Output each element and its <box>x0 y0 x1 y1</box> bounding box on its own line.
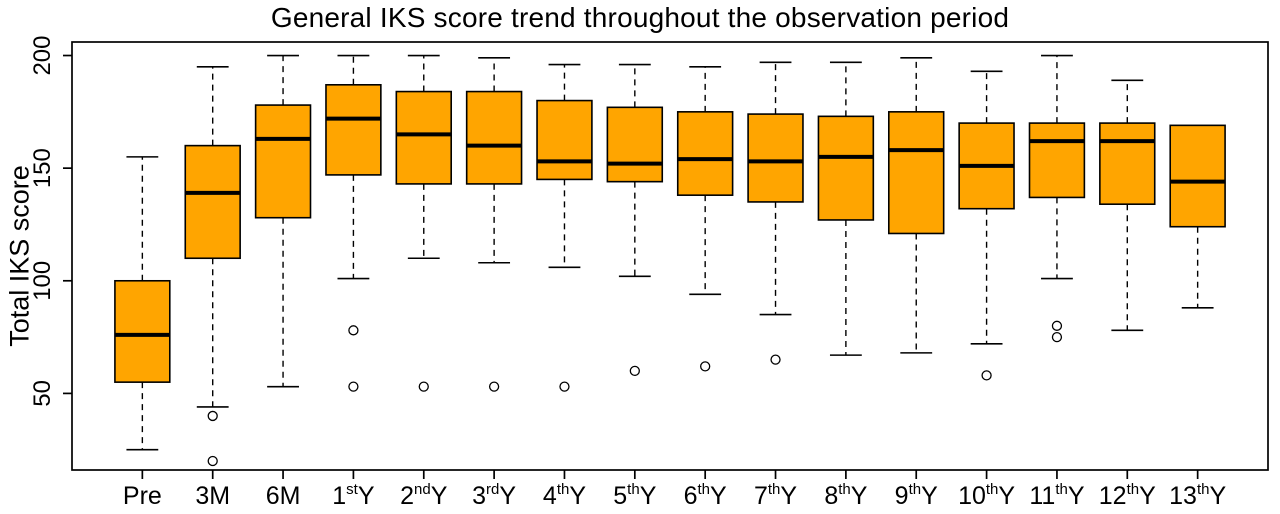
x-tick-label-5thY: 5thY <box>613 481 656 510</box>
x-tick-label-11thY: 11thY <box>1029 481 1084 510</box>
boxplot-box-3rdY <box>465 56 523 392</box>
x-tick-label-3rdY: 3rdY <box>472 481 516 510</box>
x-tick-label-3M: 3M <box>195 482 230 510</box>
y-tick-label: 100 <box>29 261 56 301</box>
iqr-box <box>676 111 734 196</box>
iqr-box <box>465 90 523 185</box>
iqr-box <box>395 90 453 185</box>
iqr-box <box>747 113 804 203</box>
boxplot-box-11thY <box>1028 54 1086 343</box>
x-tick-label-1stY: 1stY <box>332 481 375 510</box>
outlier-point <box>981 370 992 381</box>
outlier-point <box>348 381 359 392</box>
iqr-box <box>325 84 382 176</box>
boxplot-box-1stY <box>325 54 382 392</box>
x-tick-label-6thY: 6thY <box>684 481 727 510</box>
x-tick-label-2ndY: 2ndY <box>400 481 448 510</box>
boxplot-box-5thY <box>606 63 664 377</box>
iqr-box <box>817 115 875 221</box>
plot-frame <box>71 41 1269 471</box>
boxplot-box-4thY <box>536 63 593 392</box>
x-tick-label-12thY: 12thY <box>1099 481 1156 510</box>
x-tick-label-Pre: Pre <box>123 482 162 510</box>
boxplot-box-3M <box>184 65 241 467</box>
x-tick-label-8thY: 8thY <box>824 481 867 510</box>
outlier-point <box>700 361 711 372</box>
y-tick-label: 150 <box>29 148 56 188</box>
outlier-point <box>629 365 640 377</box>
iqr-box <box>1099 122 1156 205</box>
boxplot-box-6thY <box>676 65 734 372</box>
boxplot-box-10thY <box>958 70 1015 381</box>
boxplot-box-Pre <box>114 156 171 451</box>
outlier-point <box>559 381 570 392</box>
iqr-box <box>114 279 171 383</box>
boxplot-box-6M <box>254 54 312 388</box>
iqr-box <box>887 111 945 235</box>
iqr-box <box>606 106 664 183</box>
outlier-point <box>770 354 781 365</box>
iqr-box <box>254 104 312 219</box>
outlier-point <box>207 410 218 422</box>
outlier-point <box>1051 320 1063 331</box>
boxplot-box-7thY <box>747 61 804 365</box>
chart-title: General IKS score trend throughout the o… <box>270 2 1010 33</box>
iqr-box <box>184 144 241 260</box>
y-tick-label: 50 <box>29 380 56 407</box>
outlier-point <box>348 325 359 336</box>
outlier-point <box>418 381 429 392</box>
x-tick-label-4thY: 4thY <box>543 481 586 510</box>
y-tick-label: 200 <box>29 35 56 75</box>
iqr-box <box>1169 124 1226 228</box>
boxplot-box-12thY <box>1099 79 1156 332</box>
iqr-box <box>536 99 593 181</box>
x-tick-label-7thY: 7thY <box>754 481 797 510</box>
x-tick-label-13thY: 13thY <box>1169 481 1226 510</box>
x-tick-label-10thY: 10thY <box>958 481 1015 510</box>
iqr-box <box>1028 122 1086 199</box>
boxplot-box-8thY <box>817 61 875 356</box>
boxplot-box-9thY <box>887 56 945 354</box>
outlier-point <box>207 455 218 467</box>
boxplot-box-13thY <box>1169 124 1226 309</box>
outlier-point <box>488 381 500 392</box>
outlier-point <box>1051 331 1063 343</box>
boxplot-box-2ndY <box>395 54 453 392</box>
x-tick-label-6M: 6M <box>266 482 301 510</box>
x-tick-label-9thY: 9thY <box>895 481 938 510</box>
